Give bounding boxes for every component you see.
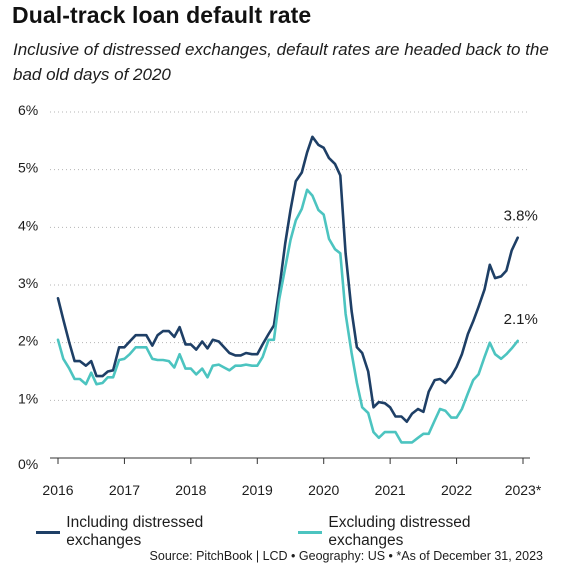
series-line-excluding bbox=[56, 188, 519, 444]
x-axis-ticks: 2016 2017 2018 2019 2020 2021 2022 2023* bbox=[42, 458, 542, 498]
legend-label-including: Including distressed exchanges bbox=[66, 514, 204, 549]
end-value-label: 2.1% bbox=[504, 311, 538, 328]
chart-subtitle: Inclusive of distressed exchanges, defau… bbox=[13, 40, 549, 84]
x-tick-label: 2016 bbox=[42, 482, 73, 498]
gridlines bbox=[50, 111, 530, 459]
legend: Including distressed exchanges Excluding… bbox=[36, 514, 565, 550]
y-tick-label: 1% bbox=[18, 390, 38, 406]
end-value-label: 3.8% bbox=[504, 208, 538, 225]
y-tick-label: 5% bbox=[18, 160, 38, 176]
chart-title: Dual-track loan default rate bbox=[12, 2, 312, 28]
y-axis-ticks: 0% 1% 2% 3% 4% 5% 6% bbox=[18, 102, 38, 472]
end-labels: 3.8% 2.1% bbox=[504, 208, 538, 328]
legend-label-excluding: Excluding distressed exchanges bbox=[328, 514, 471, 549]
series-line-including bbox=[56, 135, 519, 423]
legend-swatch-including bbox=[36, 530, 61, 534]
y-tick-label: 3% bbox=[18, 275, 38, 291]
x-tick-label: 2023* bbox=[505, 482, 542, 498]
x-tick-label: 2020 bbox=[308, 482, 339, 498]
x-tick-label: 2022 bbox=[441, 482, 472, 498]
line-chart: 0%1%2%3%4%5%6% 2016 2017 2018 2019 2020 2021 2… bbox=[18, 102, 542, 498]
legend-item-including: Including distressed exchanges bbox=[36, 514, 268, 550]
x-tick-label: 2019 bbox=[242, 482, 273, 498]
series-lines bbox=[56, 135, 519, 444]
legend-item-excluding: Excluding distressed exchanges bbox=[298, 514, 535, 550]
x-tick-label: 2017 bbox=[109, 482, 140, 498]
y-tick-label: 4% bbox=[18, 217, 38, 233]
legend-swatch-excluding bbox=[298, 530, 323, 534]
y-tick-label: 6% bbox=[18, 102, 38, 118]
x-tick-label: 2021 bbox=[375, 482, 406, 498]
y-tick-label: 0% bbox=[18, 456, 38, 472]
x-tick-label: 2018 bbox=[175, 482, 206, 498]
y-tick-label: 2% bbox=[18, 333, 38, 349]
source-note: Source: PitchBook | LCD • Geography: US … bbox=[149, 549, 543, 563]
